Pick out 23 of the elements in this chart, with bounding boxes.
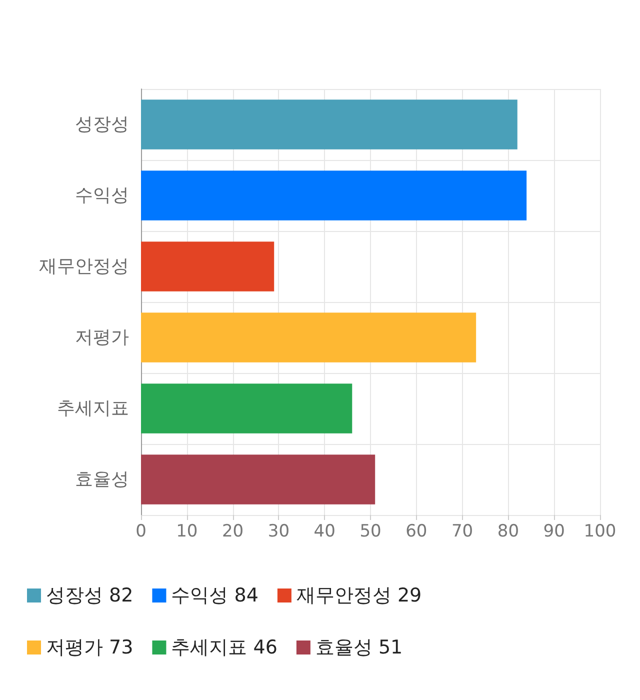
legend-label: 성장성 82 bbox=[46, 584, 134, 606]
y-tick-label: 저평가 bbox=[75, 327, 129, 348]
y-tick-label: 수익성 bbox=[75, 185, 129, 206]
x-tick-label: 30 bbox=[268, 522, 290, 542]
x-tick-label: 0 bbox=[136, 522, 146, 542]
legend-label: 저평가 73 bbox=[46, 636, 134, 658]
legend-label: 재무안정성 29 bbox=[296, 584, 422, 606]
x-tick-label: 80 bbox=[497, 522, 520, 542]
y-tick-label: 재무안정성 bbox=[39, 256, 129, 277]
x-tick-label: 70 bbox=[451, 522, 474, 542]
legend-label: 수익성 84 bbox=[171, 584, 258, 606]
legend-label: 효율성 51 bbox=[315, 636, 403, 658]
y-tick-label: 추세지표 bbox=[57, 398, 129, 419]
x-tick-label: 40 bbox=[314, 522, 336, 542]
x-tick-label: 90 bbox=[543, 522, 565, 542]
y-tick-label: 성장성 bbox=[75, 114, 129, 135]
x-tick-label: 20 bbox=[222, 522, 244, 542]
x-tick-label: 50 bbox=[360, 522, 382, 542]
x-tick-label: 10 bbox=[176, 522, 198, 542]
legend-label: 추세지표 46 bbox=[171, 636, 278, 658]
x-tick-label: 100 bbox=[584, 522, 616, 542]
y-tick-label: 효율성 bbox=[75, 469, 129, 490]
x-tick-label: 60 bbox=[406, 522, 428, 542]
